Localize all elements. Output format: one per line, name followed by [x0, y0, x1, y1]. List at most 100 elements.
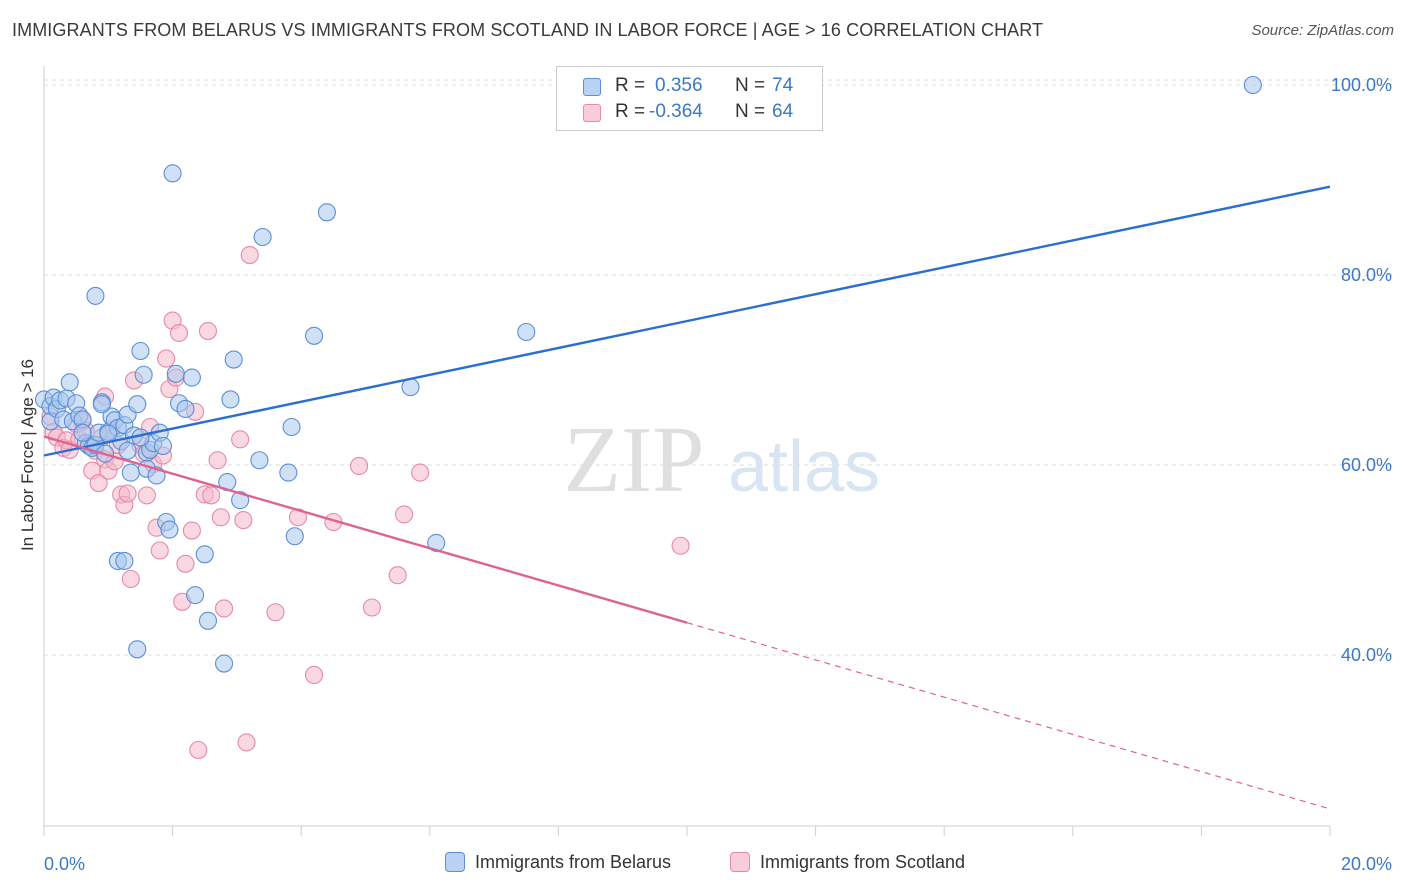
belarus-point: [214, 654, 234, 673]
belarus-point: [153, 436, 173, 456]
x-tick-label: 20.0%: [1341, 854, 1392, 874]
belarus-point: [250, 451, 269, 470]
scotland-point: [182, 521, 201, 540]
correlation-legend: R = 0.356 N = 74 R = -0.364 N = 64: [556, 66, 823, 131]
belarus-point: [198, 611, 218, 630]
legend-item-belarus: Immigrants from Belarus: [445, 852, 671, 873]
scotland-point: [350, 456, 369, 476]
scotland-point: [118, 484, 137, 503]
belarus-point: [131, 341, 150, 361]
belarus-point: [221, 390, 240, 409]
belarus-point: [176, 399, 195, 419]
belarus-point: [121, 463, 140, 482]
belarus-point: [128, 395, 147, 414]
source-label: Source: ZipAtlas.com: [1251, 22, 1394, 39]
scotland-point: [150, 541, 169, 560]
series-legend: Immigrants from Belarus Immigrants from …: [0, 852, 1406, 878]
belarus-point: [186, 586, 205, 605]
scotland-point: [266, 603, 285, 622]
belarus-point: [160, 520, 179, 539]
belarus-point: [73, 423, 92, 442]
r-label: R =: [615, 101, 646, 122]
scotland-point: [211, 508, 230, 527]
scotland-point: [137, 486, 156, 505]
r-value: -0.364: [649, 101, 703, 122]
n-value: 64: [772, 101, 794, 122]
scotland-point: [234, 511, 253, 530]
scotland-point: [169, 323, 189, 343]
belarus-point: [305, 326, 324, 345]
y-tick-label: 40.0%: [1341, 645, 1392, 665]
belarus-point: [427, 533, 446, 552]
watermark-atlas: atlas: [728, 427, 880, 507]
belarus-point: [1243, 75, 1262, 95]
scotland-point: [198, 321, 218, 341]
watermark-zip: ZIP: [564, 408, 705, 512]
belarus-point: [163, 164, 182, 183]
belarus-point: [285, 527, 304, 546]
belarus-swatch: [445, 852, 465, 872]
belarus-point: [517, 322, 536, 342]
y-tick-label: 60.0%: [1341, 455, 1392, 475]
scotland-point: [121, 569, 140, 589]
belarus-point: [118, 441, 137, 460]
scotland-point: [157, 349, 176, 368]
belarus-point: [195, 545, 214, 564]
belarus-point: [231, 491, 250, 510]
belarus-point: [279, 463, 298, 482]
trend-line-belarus: [43, 185, 1331, 457]
legend-label-scotland: Immigrants from Scotland: [760, 852, 966, 872]
r-value: 0.356: [655, 75, 703, 96]
tick-labels: 40.0% 60.0% 80.0% 100.0% 0.0% 20.0%: [44, 75, 1392, 874]
x-tick-label: 0.0%: [44, 854, 85, 874]
scotland-point: [305, 665, 324, 685]
grid-lines: [44, 79, 1392, 656]
y-tick-label: 80.0%: [1341, 265, 1392, 285]
scotland-point: [671, 536, 690, 555]
r-label: R =: [615, 75, 646, 96]
belarus-point: [166, 364, 185, 383]
belarus-point: [317, 203, 336, 222]
scotland-point: [189, 740, 208, 760]
belarus-point: [134, 365, 153, 384]
legend-row-belarus: R = 0.356 N = 74: [557, 75, 822, 101]
n-value: 74: [772, 75, 794, 96]
belarus-point: [224, 350, 243, 369]
belarus-point: [282, 417, 301, 437]
scotland-point: [202, 486, 221, 505]
trend-line-scotland: [43, 435, 688, 624]
scotland-point: [240, 246, 259, 265]
y-axis-label: In Labor Force | Age > 16: [18, 358, 37, 552]
belarus-point: [86, 286, 105, 305]
scotland-swatch: [583, 104, 601, 122]
belarus-point: [182, 368, 201, 387]
series-belarus-points: [34, 75, 1262, 673]
chart-title: IMMIGRANTS FROM BELARUS VS IMMIGRANTS FR…: [12, 20, 1044, 40]
belarus-point: [115, 551, 134, 571]
scotland-point: [176, 554, 195, 573]
trend-lines: [43, 185, 1331, 810]
scotland-point: [237, 733, 256, 752]
scotland-point: [214, 599, 234, 618]
legend-row-scotland: R = -0.364 N = 64: [557, 101, 822, 127]
watermark: ZIP atlas: [564, 408, 881, 512]
belarus-point: [92, 395, 111, 414]
belarus-point: [253, 227, 272, 247]
legend-item-scotland: Immigrants from Scotland: [730, 852, 965, 873]
scotland-point: [89, 473, 108, 493]
scotland-point: [388, 566, 407, 585]
scotland-point: [208, 451, 227, 470]
scotland-point: [231, 430, 250, 449]
scotland-point: [288, 508, 308, 527]
y-tick-label: 100.0%: [1331, 75, 1392, 95]
belarus-swatch: [583, 78, 601, 96]
axes: [43, 66, 1331, 836]
scotland-point: [411, 463, 430, 482]
scotland-point: [395, 505, 414, 524]
scotland-point: [362, 598, 381, 617]
n-label: N =: [735, 75, 766, 96]
n-label: N =: [735, 101, 766, 122]
belarus-point: [128, 640, 147, 659]
belarus-point: [60, 373, 79, 392]
scotland-swatch: [730, 852, 750, 872]
